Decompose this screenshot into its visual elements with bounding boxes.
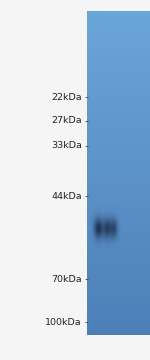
Text: 22kDa: 22kDa — [51, 93, 82, 102]
Text: 44kDa: 44kDa — [51, 192, 82, 201]
Text: 100kDa: 100kDa — [45, 318, 82, 327]
Text: 27kDa: 27kDa — [51, 116, 82, 125]
Text: 70kDa: 70kDa — [51, 274, 82, 284]
Text: 33kDa: 33kDa — [51, 141, 82, 150]
